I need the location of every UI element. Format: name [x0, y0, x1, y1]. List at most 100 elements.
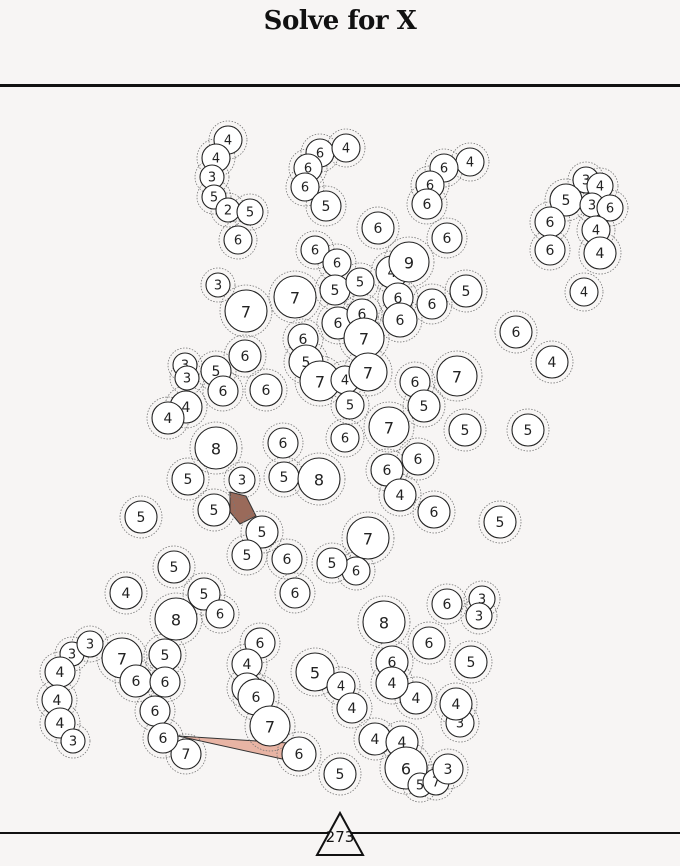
number-node[interactable]: 5: [483, 505, 517, 539]
number-node[interactable]: 3: [205, 272, 231, 298]
number-node[interactable]: 6: [412, 626, 446, 660]
number-node[interactable]: 6: [431, 588, 463, 620]
number-node[interactable]: 4: [535, 345, 569, 379]
node-halo: [356, 206, 400, 250]
number-node[interactable]: 8: [362, 600, 406, 644]
number-node[interactable]: 6: [205, 599, 235, 629]
number-node[interactable]: 5: [454, 645, 488, 679]
node-halo: [119, 495, 163, 539]
node-halo: [396, 437, 440, 481]
number-node[interactable]: 3: [465, 602, 493, 630]
number-node[interactable]: 7: [436, 355, 478, 397]
number-node[interactable]: 3: [60, 728, 86, 754]
number-node[interactable]: 7: [346, 516, 390, 560]
number-node[interactable]: 3: [199, 164, 225, 190]
number-node[interactable]: 4: [151, 401, 185, 435]
number-node[interactable]: 5: [345, 267, 375, 297]
number-node[interactable]: 6: [534, 234, 566, 266]
number-node[interactable]: 6: [271, 543, 303, 575]
number-node[interactable]: 6: [411, 188, 443, 220]
node-number: 4: [596, 246, 605, 262]
number-node[interactable]: 4: [439, 687, 473, 721]
number-node[interactable]: 5: [323, 757, 357, 791]
number-node[interactable]: 7: [224, 289, 268, 333]
number-node[interactable]: 6: [300, 235, 330, 265]
number-node[interactable]: 5: [310, 190, 342, 222]
number-node[interactable]: 6: [417, 495, 451, 529]
number-node[interactable]: 6: [267, 427, 299, 459]
number-node[interactable]: 9: [388, 241, 430, 283]
number-node[interactable]: 6: [322, 248, 352, 278]
number-node[interactable]: 6: [534, 206, 566, 238]
number-node[interactable]: 5: [124, 500, 158, 534]
number-node[interactable]: 4: [336, 692, 368, 724]
number-node[interactable]: 6: [119, 664, 153, 698]
number-node[interactable]: 6: [330, 423, 360, 453]
number-node[interactable]: 7: [273, 275, 317, 319]
number-node[interactable]: 5: [295, 652, 335, 692]
number-node[interactable]: 3: [174, 365, 200, 391]
number-node[interactable]: 6: [401, 442, 435, 476]
number-node[interactable]: 3: [432, 753, 464, 785]
number-node[interactable]: 4: [44, 656, 76, 688]
number-node[interactable]: 5: [449, 274, 483, 308]
number-node[interactable]: 4: [569, 277, 599, 307]
number-node[interactable]: 5: [511, 413, 545, 447]
number-node[interactable]: 5: [157, 550, 191, 584]
number-node[interactable]: 6: [361, 211, 395, 245]
number-node[interactable]: 8: [154, 597, 198, 641]
number-node[interactable]: 5: [231, 539, 263, 571]
number-node[interactable]: 4: [399, 681, 433, 715]
node-number: 5: [331, 283, 340, 299]
number-node[interactable]: 5: [148, 638, 182, 672]
number-node[interactable]: 6: [281, 736, 317, 772]
number-node[interactable]: 5: [407, 389, 441, 423]
number-node[interactable]: 5: [197, 493, 231, 527]
node-number: 6: [546, 243, 555, 259]
number-node[interactable]: 4: [455, 147, 485, 177]
node-halo: [564, 272, 604, 312]
number-node[interactable]: 6: [139, 695, 171, 727]
number-node[interactable]: 5: [319, 274, 351, 306]
number-node[interactable]: 7: [343, 317, 385, 359]
number-node[interactable]: 5: [171, 462, 205, 496]
number-node[interactable]: 5: [335, 390, 365, 420]
number-node[interactable]: 6: [290, 172, 320, 202]
number-node[interactable]: 8: [297, 457, 341, 501]
number-node[interactable]: 6: [596, 194, 624, 222]
number-node[interactable]: 8: [194, 426, 238, 470]
node-circle: [483, 505, 517, 539]
number-node[interactable]: 5: [448, 413, 482, 447]
number-node[interactable]: 6: [149, 666, 181, 698]
number-node[interactable]: 4: [231, 648, 263, 680]
number-node[interactable]: 4: [383, 478, 417, 512]
number-node[interactable]: 6: [207, 375, 239, 407]
number-node[interactable]: 3: [228, 466, 256, 494]
number-node[interactable]: 6: [228, 339, 262, 373]
number-node[interactable]: 6: [382, 302, 418, 338]
number-node[interactable]: 6: [223, 225, 253, 255]
number-node[interactable]: 4: [109, 576, 143, 610]
number-node[interactable]: 5: [236, 198, 264, 226]
number-node[interactable]: 6: [147, 722, 179, 754]
number-node[interactable]: 7: [368, 406, 410, 448]
number-node[interactable]: 7: [249, 705, 291, 747]
number-node[interactable]: 6: [431, 222, 463, 254]
number-node[interactable]: 5: [245, 515, 279, 549]
number-node[interactable]: 6: [416, 288, 448, 320]
number-node[interactable]: 7: [348, 352, 388, 392]
node-circle: [281, 736, 317, 772]
number-node[interactable]: 5: [316, 547, 348, 579]
number-node[interactable]: 6: [249, 373, 283, 407]
number-node[interactable]: 7: [299, 360, 341, 402]
number-node[interactable]: 4: [331, 133, 361, 163]
number-node[interactable]: 3: [76, 630, 104, 658]
number-node[interactable]: 6: [499, 315, 533, 349]
number-node[interactable]: 6: [279, 577, 311, 609]
number-node[interactable]: 4: [583, 236, 617, 270]
number-node[interactable]: 7: [170, 738, 202, 770]
number-node[interactable]: 5: [268, 461, 300, 493]
number-node[interactable]: 2: [215, 197, 241, 223]
number-node[interactable]: 4: [375, 666, 409, 700]
